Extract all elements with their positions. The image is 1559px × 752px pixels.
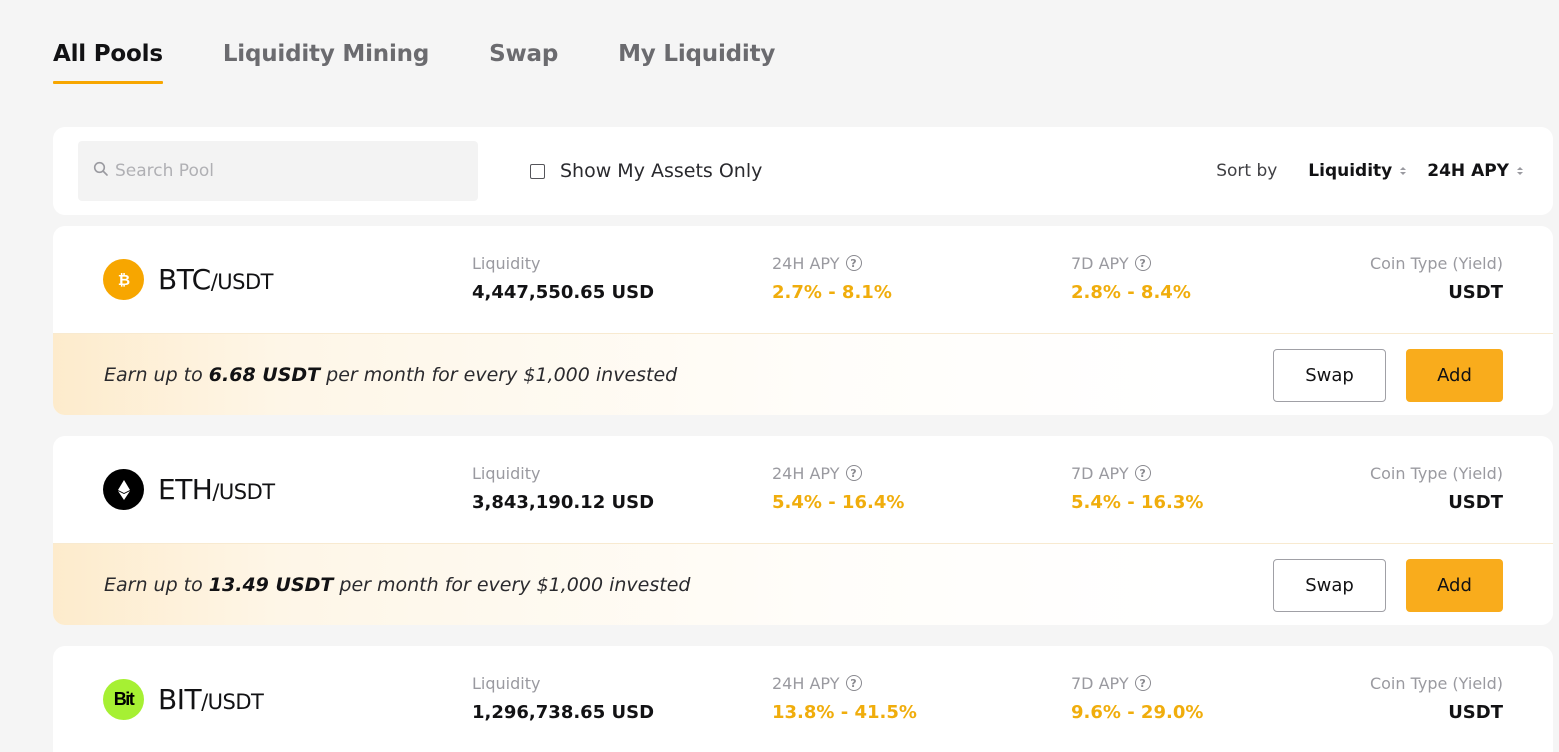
liquidity-label: Liquidity <box>472 253 541 273</box>
coin-type-metric: Coin Type (Yield) USDT <box>1369 673 1503 724</box>
base-asset: ETH <box>158 473 213 506</box>
swap-button[interactable]: Swap <box>1273 559 1386 612</box>
show-my-assets-label: Show My Assets Only <box>560 160 763 182</box>
liquidity-label: Liquidity <box>472 673 541 693</box>
apy-24h-metric: 24H APY? 2.7% - 8.1% <box>772 253 892 304</box>
earn-amount: 13.49 USDT <box>208 574 334 596</box>
sort-by-liquidity[interactable]: Liquidity <box>1308 161 1407 181</box>
help-icon[interactable]: ? <box>845 255 862 271</box>
tab-my-liquidity[interactable]: My Liquidity <box>618 41 776 67</box>
bit-token-icon-text: Bit <box>113 689 135 709</box>
pair-name: ETH/USDT <box>158 473 275 506</box>
earn-banner: Earn up to 13.49 USDT per month for ever… <box>53 543 1553 625</box>
tab-all-pools[interactable]: All Pools <box>53 36 163 86</box>
liquidity-value: 1,296,738.65 USD <box>472 702 655 723</box>
apy-24h-label: 24H APY <box>772 253 840 273</box>
pool-card-bit[interactable]: Bit BIT/USDT Liquidity 1,296,738.65 USD … <box>53 646 1553 752</box>
svg-text:₿: ₿ <box>117 271 129 289</box>
coin-type-label: Coin Type (Yield) <box>1369 673 1503 693</box>
pool-summary: ETH/USDT Liquidity 3,843,190.12 USD 24H … <box>53 436 1553 543</box>
apy-7d-metric: 7D APY? 2.8% - 8.4% <box>1071 253 1191 304</box>
apy-24h-value: 5.4% - 16.4% <box>772 492 905 513</box>
search-input[interactable] <box>115 161 475 181</box>
apy-7d-label: 7D APY <box>1071 463 1129 483</box>
earn-banner: Earn up to 6.68 USDT per month for every… <box>53 333 1553 415</box>
sort-24h-apy-label: 24H APY <box>1427 161 1509 181</box>
earn-text: Earn up to 13.49 USDT per month for ever… <box>104 574 690 596</box>
apy-24h-label: 24H APY <box>772 463 840 483</box>
sort-arrows-icon <box>1517 167 1523 175</box>
apy-7d-metric: 7D APY? 5.4% - 16.3% <box>1071 463 1204 514</box>
help-icon[interactable]: ? <box>1134 465 1151 481</box>
earn-suffix: per month for every $1,000 invested <box>333 574 691 596</box>
coin-type-metric: Coin Type (Yield) USDT <box>1369 253 1503 304</box>
apy-7d-label: 7D APY <box>1071 673 1129 693</box>
pool-card-btc[interactable]: ₿ BTC/USDT Liquidity 4,447,550.65 USD 24… <box>53 226 1553 415</box>
add-button[interactable]: Add <box>1406 559 1503 612</box>
apy-24h-metric: 24H APY? 13.8% - 41.5% <box>772 673 917 724</box>
liquidity-value: 3,843,190.12 USD <box>472 492 655 513</box>
search-icon <box>93 161 109 181</box>
pool-summary: ₿ BTC/USDT Liquidity 4,447,550.65 USD 24… <box>53 226 1553 333</box>
liquidity-value: 4,447,550.65 USD <box>472 282 655 303</box>
earn-suffix: per month for every $1,000 invested <box>320 364 678 386</box>
apy-24h-metric: 24H APY? 5.4% - 16.4% <box>772 463 905 514</box>
coin-type-value: USDT <box>1448 702 1503 723</box>
sort-by-24h-apy[interactable]: 24H APY <box>1427 161 1523 181</box>
apy-7d-value: 9.6% - 29.0% <box>1071 702 1204 723</box>
liquidity-label: Liquidity <box>472 463 541 483</box>
tab-swap[interactable]: Swap <box>489 41 559 67</box>
pool-card-eth[interactable]: ETH/USDT Liquidity 3,843,190.12 USD 24H … <box>53 436 1553 625</box>
quote-asset: /USDT <box>210 270 274 294</box>
search-box <box>78 141 478 201</box>
bitcoin-icon: ₿ <box>103 259 144 300</box>
liquidity-metric: Liquidity 1,296,738.65 USD <box>472 673 655 724</box>
filter-bar: Show My Assets Only Sort by Liquidity 24… <box>53 127 1553 215</box>
tab-liquidity-mining[interactable]: Liquidity Mining <box>222 41 430 67</box>
liquidity-metric: Liquidity 3,843,190.12 USD <box>472 463 655 514</box>
coin-type-label: Coin Type (Yield) <box>1369 463 1503 483</box>
base-asset: BIT <box>158 683 202 716</box>
bit-token-icon: Bit <box>103 679 144 720</box>
coin-type-value: USDT <box>1448 492 1503 513</box>
apy-7d-value: 5.4% - 16.3% <box>1071 492 1204 513</box>
sort-label: Sort by <box>1216 161 1278 181</box>
earn-prefix: Earn up to <box>104 364 209 386</box>
apy-7d-metric: 7D APY? 9.6% - 29.0% <box>1071 673 1204 724</box>
sort-arrows-icon <box>1400 167 1407 175</box>
pair-name: BTC/USDT <box>158 263 274 296</box>
pair-name: BIT/USDT <box>158 683 264 716</box>
ethereum-icon <box>103 469 144 510</box>
base-asset: BTC <box>158 263 211 296</box>
coin-type-label: Coin Type (Yield) <box>1369 253 1503 273</box>
apy-7d-value: 2.8% - 8.4% <box>1071 282 1191 303</box>
coin-type-metric: Coin Type (Yield) USDT <box>1369 463 1503 514</box>
quote-asset: /USDT <box>212 480 275 504</box>
show-my-assets-toggle[interactable]: Show My Assets Only <box>530 157 762 185</box>
earn-text: Earn up to 6.68 USDT per month for every… <box>104 364 677 386</box>
sort-liquidity-label: Liquidity <box>1308 161 1393 181</box>
apy-7d-label: 7D APY <box>1071 253 1129 273</box>
add-button[interactable]: Add <box>1406 349 1503 402</box>
help-icon[interactable]: ? <box>845 675 862 691</box>
pool-summary: Bit BIT/USDT Liquidity 1,296,738.65 USD … <box>53 646 1553 752</box>
quote-asset: /USDT <box>201 690 264 714</box>
show-my-assets-checkbox[interactable] <box>530 163 545 179</box>
help-icon[interactable]: ? <box>845 465 862 481</box>
apy-24h-label: 24H APY <box>772 673 840 693</box>
apy-24h-value: 13.8% - 41.5% <box>772 702 917 723</box>
pool-tabs: All Pools Liquidity Mining Swap My Liqui… <box>53 36 835 88</box>
coin-type-value: USDT <box>1448 282 1503 303</box>
apy-24h-value: 2.7% - 8.1% <box>772 282 892 303</box>
liquidity-metric: Liquidity 4,447,550.65 USD <box>472 253 655 304</box>
help-icon[interactable]: ? <box>1134 675 1151 691</box>
sort-controls: Sort by Liquidity 24H APY <box>1216 157 1523 185</box>
earn-prefix: Earn up to <box>104 574 209 596</box>
swap-button[interactable]: Swap <box>1273 349 1386 402</box>
earn-amount: 6.68 USDT <box>208 364 321 386</box>
help-icon[interactable]: ? <box>1134 255 1151 271</box>
